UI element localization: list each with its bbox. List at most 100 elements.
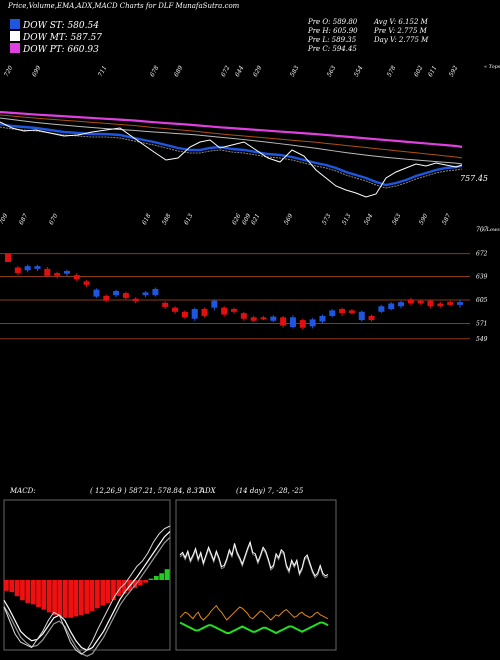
macd-histogram-bar <box>143 580 148 583</box>
macd-histogram-bar <box>20 580 25 601</box>
stat-pre-volume: Pre V: 2.775 M <box>374 27 427 35</box>
top-label: 602 <box>413 64 425 78</box>
legend-swatch-mt <box>10 31 20 41</box>
candle-body <box>5 253 11 262</box>
macd-line <box>3 525 171 655</box>
candle-body <box>270 316 277 321</box>
macd-histogram-bar <box>132 580 138 589</box>
macd-histogram-bar <box>159 573 165 580</box>
macd-histogram-bar <box>153 575 159 580</box>
macd-histogram-bar <box>52 580 57 616</box>
candle-body <box>240 313 247 319</box>
macd-histogram-bar <box>137 580 143 586</box>
top-label: 699 <box>31 64 43 78</box>
bottom-label: 588 <box>161 212 173 226</box>
right-axis-label: 571 <box>476 321 487 328</box>
stat-pre-close: Pre C: 594.45 <box>308 45 357 53</box>
bottom-label: 513 <box>341 212 353 226</box>
right-axis-label: 639 <box>476 274 488 281</box>
right-axis-label: 549 <box>476 336 488 343</box>
candle-body <box>388 303 395 310</box>
macd-histogram-bar <box>46 580 52 613</box>
bottom-label: 621 <box>250 213 262 226</box>
candle-body <box>73 275 80 280</box>
bottom-label: 626 <box>231 212 243 226</box>
candle-body <box>417 300 424 304</box>
ema-st-shadow <box>0 126 463 189</box>
bottom-label: 613 <box>183 212 195 226</box>
candle-body <box>299 320 306 328</box>
adx-label: ADX <box>200 487 216 495</box>
candle-body <box>63 270 70 274</box>
candle-body <box>24 266 31 271</box>
top-label: 644 <box>234 64 246 78</box>
macd-histogram-bar <box>25 580 31 603</box>
legend-dow-st: DOW ST: 580.54 <box>10 19 99 31</box>
top-label: 720 <box>3 64 15 78</box>
candle-body <box>152 288 159 296</box>
macd-histogram-bar <box>36 580 41 607</box>
bottom-label: 709 <box>0 212 10 226</box>
top-label: 611 <box>427 65 439 78</box>
macd-histogram-bar <box>4 580 9 591</box>
candle-body <box>358 311 365 321</box>
right-axis-label: 605 <box>476 297 488 304</box>
candle-body <box>339 309 346 314</box>
macd-histogram-bar <box>111 580 116 601</box>
bottom-label: 609 <box>241 212 253 226</box>
candle-body <box>211 300 218 308</box>
adx-plus-shadow <box>179 542 329 579</box>
macd-frame <box>3 499 171 651</box>
candle-body <box>201 309 208 316</box>
candle-body <box>398 302 405 307</box>
macd-histogram-bar <box>68 580 74 618</box>
legend-dow-mt-label: DOW MT: 587.57 <box>23 33 102 43</box>
candle-body <box>162 302 169 307</box>
top-label: 554 <box>353 64 365 78</box>
candle-body <box>348 310 355 314</box>
bottom-label: 569 <box>283 212 295 226</box>
ema-mt-line <box>0 117 463 165</box>
candle-body <box>289 317 296 328</box>
close-line <box>0 121 463 198</box>
adx-frame <box>175 499 337 651</box>
macd-histogram-bar <box>30 580 36 605</box>
macd-histogram-bar <box>78 580 84 616</box>
candle-body <box>93 289 100 297</box>
candle-body <box>427 300 434 307</box>
ema-st-line <box>0 122 463 187</box>
adx-plus-di-line <box>179 540 329 577</box>
stat-pre-high: Pre H: 605.90 <box>308 27 358 35</box>
macd-histogram-bar <box>164 569 170 580</box>
candle-body <box>378 306 385 312</box>
candle-body <box>44 268 51 276</box>
macd-histogram-bar <box>116 580 122 597</box>
legend-swatch-st <box>10 19 20 29</box>
candle-body <box>83 281 90 285</box>
bottom-label: 590 <box>418 212 430 226</box>
candle-body <box>260 317 267 320</box>
candle-body <box>447 302 454 305</box>
macd-histogram-bar <box>62 580 68 618</box>
stat-avg-volume: Avg V: 6.152 M <box>374 18 428 26</box>
bottom-label: 618 <box>141 212 153 226</box>
macd-histogram-bar <box>105 580 111 603</box>
adx-minus-di-line <box>179 604 329 621</box>
legend-dow-pt: DOW PT: 660.93 <box>10 43 99 55</box>
right-axis-label: 707 <box>476 226 488 233</box>
top-label: 672 <box>220 64 232 78</box>
candle-body <box>319 315 326 322</box>
top-label: 711 <box>97 65 109 78</box>
bottom-label: 687 <box>18 212 30 226</box>
ema-pt-line <box>0 110 463 148</box>
top-label: 578 <box>386 64 398 78</box>
candle-body <box>34 266 41 269</box>
macd-histogram-bar <box>95 580 100 609</box>
stat-pre-low: Pre L: 589.35 <box>308 36 357 44</box>
macd-histogram-bar <box>89 580 95 612</box>
candle-body <box>113 291 120 296</box>
candle-body <box>407 299 414 304</box>
macd-histogram-bar <box>84 580 90 614</box>
macd-histogram-bar <box>148 578 154 580</box>
